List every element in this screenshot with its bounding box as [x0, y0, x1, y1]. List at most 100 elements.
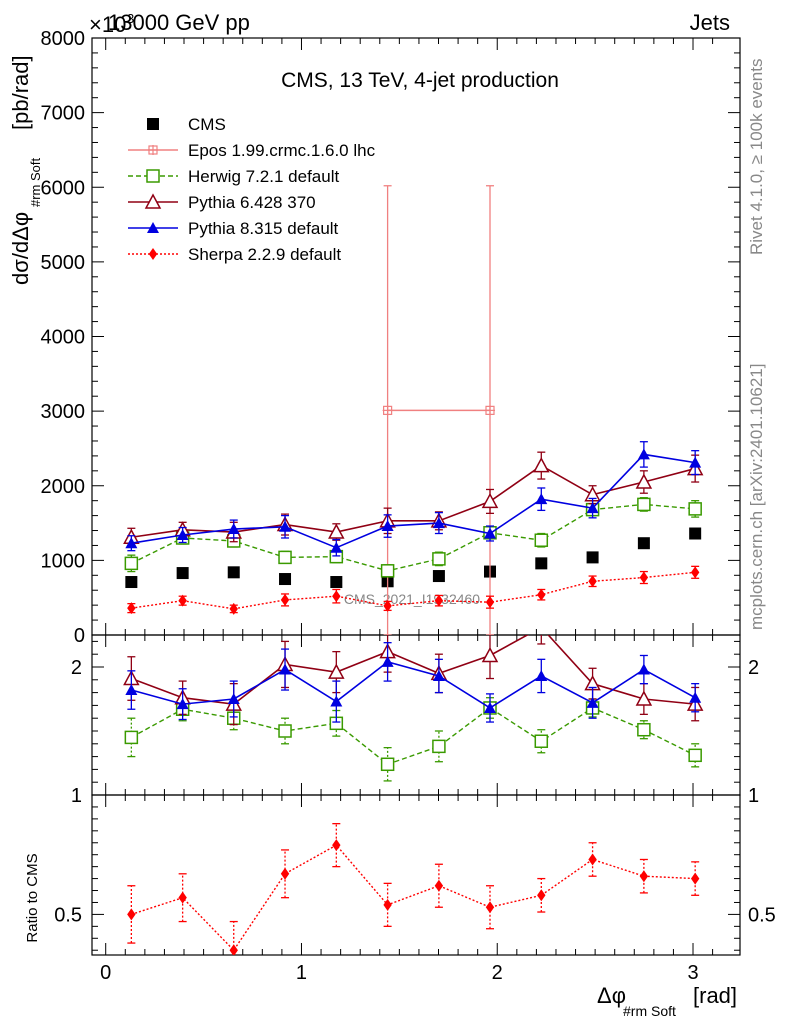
- sherpa-point: [148, 248, 158, 260]
- panel-frame-3: [91, 794, 741, 956]
- epos-point: [485, 405, 496, 416]
- y-tick-label: 0: [74, 625, 85, 647]
- legend-item-sherpa: Sherpa 2.2.9 default: [128, 245, 341, 264]
- series-sherpa-ratio: [127, 823, 700, 955]
- pythia8-point: [484, 701, 497, 713]
- pythia8-point: [586, 502, 599, 514]
- sherpa-point: [280, 867, 290, 880]
- herwig-point: [688, 502, 702, 516]
- rivet-label: Rivet 4.1.0, ≥ 100k events: [747, 59, 766, 255]
- herwig-point: [124, 556, 139, 571]
- y-axis-title: dσ/dΔφ #rm Soft [pb/rad]: [8, 55, 43, 285]
- sherpa-point: [434, 879, 444, 892]
- pythia8-point: [176, 529, 189, 541]
- cms-point: [330, 576, 343, 589]
- y-axis-label: dσ/dΔφ: [8, 212, 33, 285]
- pythia8-point: [432, 517, 445, 529]
- pythia8-point: [227, 693, 240, 704]
- pythia6-line: [131, 635, 696, 705]
- series-epos: [382, 185, 496, 635]
- pythia6-line: [131, 464, 696, 539]
- sherpa-point: [639, 571, 649, 584]
- y-tick-label: 3000: [41, 401, 86, 423]
- series-layer: [123, 185, 704, 955]
- sherpa-line: [131, 844, 696, 952]
- pythia8-point: [125, 537, 138, 549]
- ratio-tick-label-right: 2: [748, 657, 759, 679]
- pythia6-point: [328, 663, 345, 679]
- epos-point: [148, 145, 158, 155]
- ratio-axis-label: Ratio to CMS: [24, 853, 41, 942]
- sherpa-point: [639, 870, 649, 883]
- ratio-tick-label: 1: [71, 785, 82, 807]
- pythia8-point: [381, 520, 394, 532]
- legend-label-epos: Epos 1.99.crmc.1.6.0 lhc: [188, 141, 376, 160]
- pythia6-point: [635, 473, 653, 489]
- sherpa-point: [485, 596, 495, 609]
- sherpa-point: [588, 853, 597, 866]
- legend-label-pythia8: Pythia 8.315 default: [188, 219, 339, 238]
- pythia6-point: [481, 492, 499, 509]
- herwig-point: [637, 497, 651, 512]
- chart-title: CMS, 13 TeV, 4-jet production: [281, 69, 559, 92]
- legend-item-cms: CMS: [147, 115, 226, 134]
- y-tick-label: 6000: [41, 177, 86, 199]
- x-axis-label: Δφ: [597, 983, 626, 1008]
- epos-point: [382, 405, 393, 416]
- herwig-point: [146, 169, 160, 183]
- sherpa-point: [434, 594, 444, 607]
- herwig-point: [380, 564, 395, 578]
- herwig-point: [432, 552, 446, 566]
- series-sherpa: [127, 565, 700, 615]
- herwig-point: [534, 734, 549, 748]
- herwig-point: [432, 739, 446, 754]
- ratio-tick-label: 2: [71, 657, 82, 679]
- x-tick-label: 3: [687, 962, 698, 984]
- exponent-power: 3: [127, 11, 134, 26]
- pythia8-line: [131, 661, 696, 709]
- herwig-point: [688, 748, 702, 763]
- sherpa-point: [332, 839, 341, 852]
- energy-label: 13000 GeV pp: [108, 10, 250, 35]
- sherpa-point: [383, 898, 392, 911]
- pythia8-point: [176, 698, 189, 710]
- pythia8-point: [381, 655, 394, 667]
- herwig-point: [380, 757, 395, 772]
- legend-item-pythia6: Pythia 6.428 370: [128, 193, 316, 212]
- sherpa-point: [127, 602, 136, 615]
- sherpa-point: [383, 599, 392, 612]
- pythia8-line: [131, 453, 696, 549]
- legend-label-cms: CMS: [188, 115, 226, 134]
- y-axis-label-unit: [pb/rad]: [8, 55, 33, 130]
- sherpa-point: [178, 891, 187, 904]
- cms-point: [176, 567, 189, 580]
- sherpa-point: [537, 889, 546, 902]
- legend-label-sherpa: Sherpa 2.2.9 default: [188, 245, 341, 264]
- ratio-tick-label: 0.5: [54, 904, 82, 926]
- x-axis-label-unit: [rad]: [693, 983, 737, 1008]
- sherpa-point: [229, 944, 238, 955]
- cms-point: [279, 573, 292, 586]
- sherpa-point: [588, 575, 597, 588]
- y-tick-label: 5000: [41, 252, 86, 274]
- mcplots-label: mcplots.cern.ch [arXiv:2401.10621]: [747, 364, 766, 630]
- cms-point: [535, 557, 548, 570]
- pythia6-point: [481, 646, 499, 663]
- legend-label-herwig: Herwig 7.2.1 default: [188, 167, 339, 186]
- pythia8-point: [432, 669, 445, 681]
- pythia8-point: [586, 696, 599, 708]
- process-label: Jets: [690, 10, 730, 35]
- y-tick-label: 7000: [41, 103, 86, 125]
- exponent-label: ×10: [89, 12, 126, 37]
- pythia6-point: [533, 457, 550, 473]
- series-pythia8-ratio: [125, 642, 702, 723]
- pythia8-point: [484, 527, 497, 539]
- y-tick-label: 1000: [41, 550, 86, 572]
- cms-point: [637, 537, 650, 550]
- sherpa-point: [280, 593, 290, 606]
- pythia8-point: [637, 448, 650, 460]
- cms-point: [689, 527, 702, 540]
- pythia6-point: [635, 690, 653, 706]
- pythia8-point: [637, 663, 650, 675]
